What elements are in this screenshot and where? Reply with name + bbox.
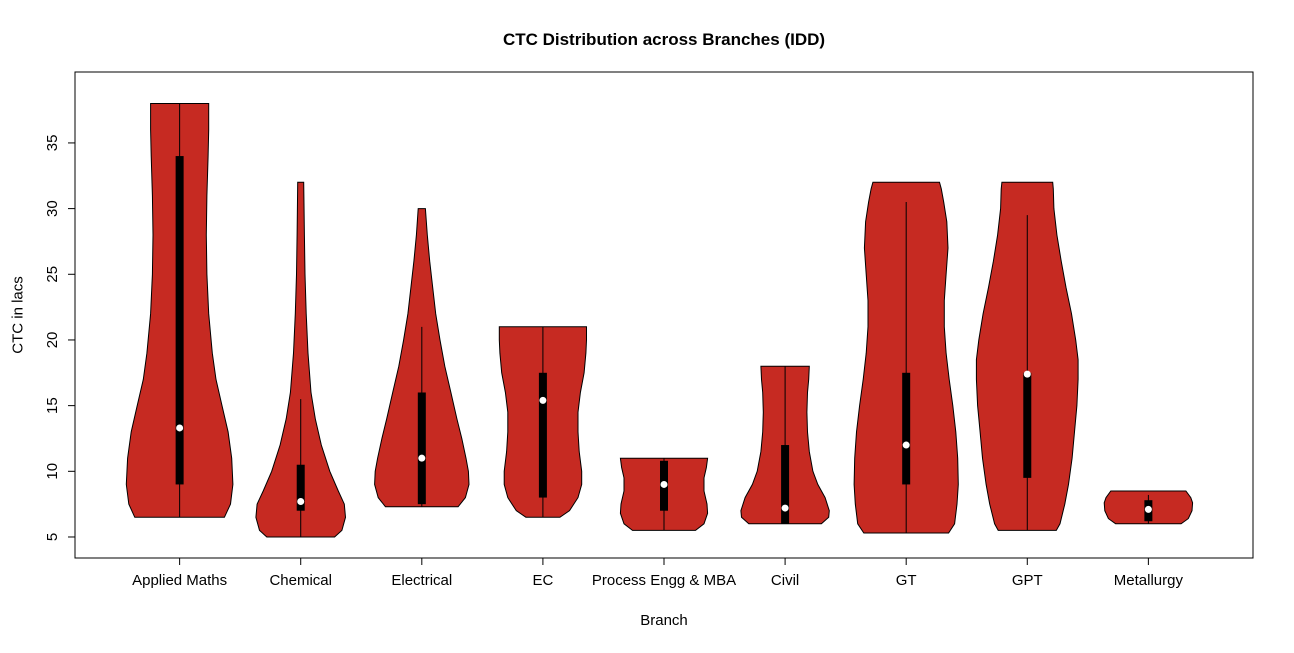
x-category-label-electrical: Electrical bbox=[391, 572, 452, 589]
y-tick-label: 15 bbox=[44, 397, 61, 414]
y-tick-label: 25 bbox=[44, 266, 61, 283]
iqr-box-ec bbox=[538, 372, 547, 498]
y-tick-label: 30 bbox=[44, 200, 61, 217]
median-dot-applied-maths bbox=[176, 424, 184, 432]
median-dot-gpt bbox=[1023, 370, 1031, 378]
y-tick-label: 35 bbox=[44, 135, 61, 152]
y-tick-label: 20 bbox=[44, 332, 61, 349]
violin-chemical bbox=[255, 181, 347, 538]
median-dot-electrical bbox=[418, 454, 426, 462]
iqr-box-applied-maths bbox=[175, 156, 184, 485]
iqr-box-gpt bbox=[1023, 372, 1032, 478]
median-dot-metallurgy bbox=[1144, 505, 1152, 513]
x-axis-label: Branch bbox=[640, 612, 688, 629]
y-tick-label: 10 bbox=[44, 463, 61, 480]
x-category-label-applied-maths: Applied Maths bbox=[132, 572, 227, 589]
iqr-box-civil bbox=[781, 445, 790, 524]
x-category-label-gpt: GPT bbox=[1012, 572, 1043, 589]
median-dot-process-engg-mba bbox=[660, 480, 668, 488]
x-category-label-metallurgy: Metallurgy bbox=[1114, 572, 1184, 589]
iqr-box-electrical bbox=[417, 392, 426, 505]
x-category-label-process-engg-mba: Process Engg & MBA bbox=[592, 572, 736, 589]
x-category-label-chemical: Chemical bbox=[269, 572, 332, 589]
median-dot-civil bbox=[781, 504, 789, 512]
x-category-label-civil: Civil bbox=[771, 572, 799, 589]
y-tick-label: 5 bbox=[44, 533, 61, 541]
iqr-box-gt bbox=[902, 372, 911, 485]
iqr-box-chemical bbox=[296, 464, 305, 511]
median-dot-gt bbox=[902, 441, 910, 449]
x-category-label-gt: GT bbox=[896, 572, 917, 589]
median-dot-ec bbox=[539, 396, 547, 404]
x-category-label-ec: EC bbox=[532, 572, 553, 589]
median-dot-chemical bbox=[297, 498, 305, 506]
chart-title: CTC Distribution across Branches (IDD) bbox=[502, 30, 826, 49]
